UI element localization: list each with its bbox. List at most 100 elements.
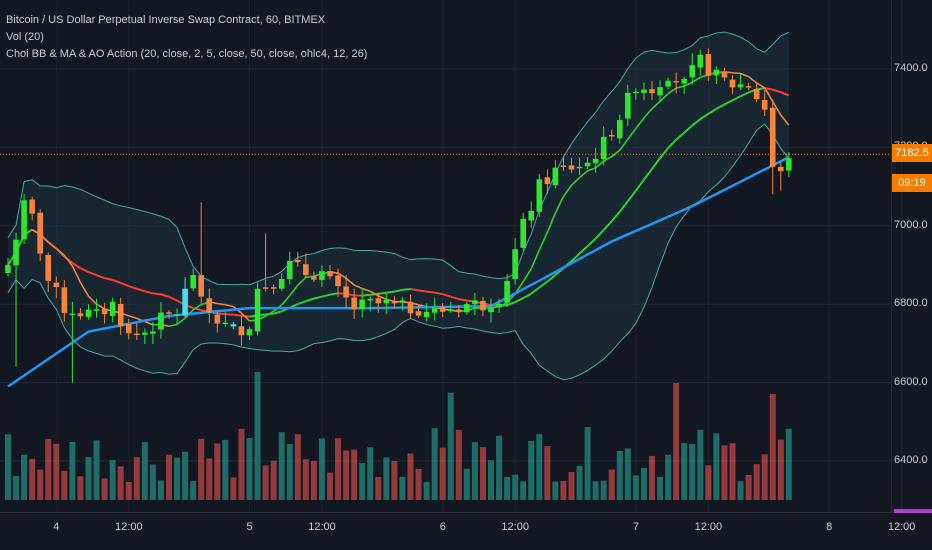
candle-body (246, 329, 253, 336)
ma-mid-segment (329, 292, 339, 296)
ma-fast-segment (579, 170, 589, 179)
candle-body (697, 54, 704, 68)
candle-body (608, 134, 615, 137)
ma-fast-segment (217, 302, 226, 306)
volume-bar (230, 477, 237, 500)
candle-body (560, 165, 567, 167)
volume-bar (447, 392, 454, 500)
ma-mid-segment (88, 271, 97, 277)
volume-bar (745, 474, 752, 500)
volume-bar (697, 429, 704, 500)
ma-mid-segment (144, 290, 154, 295)
ma-fast-segment (522, 268, 532, 283)
candle-body (625, 92, 631, 119)
ma-fast-segment (562, 184, 573, 197)
bollinger-bands (7, 31, 790, 381)
candle-body (721, 72, 728, 78)
ma-fast-segment (240, 312, 251, 322)
ma-mid-segment (740, 91, 750, 98)
ma-fast-segment (780, 114, 790, 126)
candle-body (150, 331, 156, 334)
volume-bar (351, 449, 358, 500)
candle-body (399, 300, 406, 302)
bar-countdown-tag: 09:19 (892, 174, 932, 192)
ma-fast-segment (732, 71, 741, 75)
ma-fast-segment (55, 247, 65, 257)
volume-bar (166, 454, 172, 500)
candle-body (278, 278, 285, 289)
indicator-study-label[interactable]: Choi BB & MA & AO Action (20, close, 2, … (6, 48, 368, 60)
candle-body (77, 313, 84, 317)
ma-mid-segment (651, 157, 661, 170)
ma-mid-segment (643, 168, 653, 181)
axis-divider (891, 0, 892, 512)
candle-body (101, 308, 108, 315)
time-tick-label: 6 (439, 521, 446, 533)
price-tick-label: 7000.0 (894, 218, 928, 231)
candle-body (214, 314, 221, 324)
candle-body (238, 326, 245, 336)
candle-body (649, 89, 655, 94)
price-tick-label: 6600.0 (894, 375, 928, 388)
volume-bar (101, 478, 108, 500)
candle-body (270, 287, 277, 289)
volume-bar (415, 468, 422, 500)
volume-bar (93, 440, 100, 500)
volume-bar (391, 461, 398, 500)
candle-body (383, 299, 390, 304)
ma-fast-segment (538, 232, 549, 251)
ma-fast-segment (353, 284, 363, 290)
ma-mid-segment (450, 295, 460, 301)
candle-body (753, 88, 760, 100)
volume-bar (721, 445, 728, 500)
ma-fast-segment (691, 76, 701, 84)
volume-bar (359, 463, 366, 500)
ma-mid-segment (538, 280, 548, 289)
candle-body (230, 324, 237, 327)
candle-body (295, 259, 301, 263)
candle-body (174, 314, 180, 316)
candle-body (761, 100, 768, 110)
candlesticks (5, 48, 792, 383)
volume-bar (5, 434, 11, 500)
candle-body (311, 276, 317, 280)
volume-bar (399, 477, 406, 500)
volume-bar (769, 394, 776, 500)
volume-bar (21, 454, 28, 500)
candle-body (488, 307, 494, 313)
candle-body (528, 210, 535, 221)
symbol-title[interactable]: Bitcoin / US Dollar Perpetual Inverse Sw… (6, 14, 326, 26)
bollinger-band-fill (8, 32, 789, 380)
volume-bar (222, 439, 229, 500)
ma-mid-segment (546, 274, 557, 283)
ma-fast-segment (587, 167, 596, 172)
ma-fast-segment (651, 100, 661, 110)
time-tick-label: 12:00 (501, 521, 529, 533)
ma-fast-segment (554, 196, 565, 214)
volume-bar (294, 434, 301, 500)
candle-body (29, 199, 35, 214)
candle-body (665, 80, 671, 87)
candle-body (343, 286, 349, 298)
candle-body (439, 306, 446, 312)
time-tick-label: 12:00 (308, 521, 336, 533)
candle-body (472, 300, 478, 305)
ma-fast-segment (740, 72, 749, 78)
ma-mid-segment (627, 190, 637, 202)
candle-body (456, 309, 462, 312)
candle-body (657, 87, 663, 96)
ma-mid-segment (635, 179, 645, 192)
candle-body (85, 309, 92, 317)
candle-body (198, 275, 204, 297)
ma-mid-segment (619, 200, 629, 213)
volume-bar (520, 481, 527, 500)
ma-mid-segment (434, 291, 443, 296)
ma-fast-segment (764, 87, 774, 103)
volume-study-label[interactable]: Vol (20) (6, 31, 44, 43)
candle-body (447, 309, 454, 311)
time-tick-label: 4 (53, 521, 60, 533)
candle-body (222, 322, 229, 325)
ma-mid-segment (530, 286, 540, 295)
ma-mid-segment (772, 88, 782, 94)
ma-slow-line (7, 156, 790, 388)
